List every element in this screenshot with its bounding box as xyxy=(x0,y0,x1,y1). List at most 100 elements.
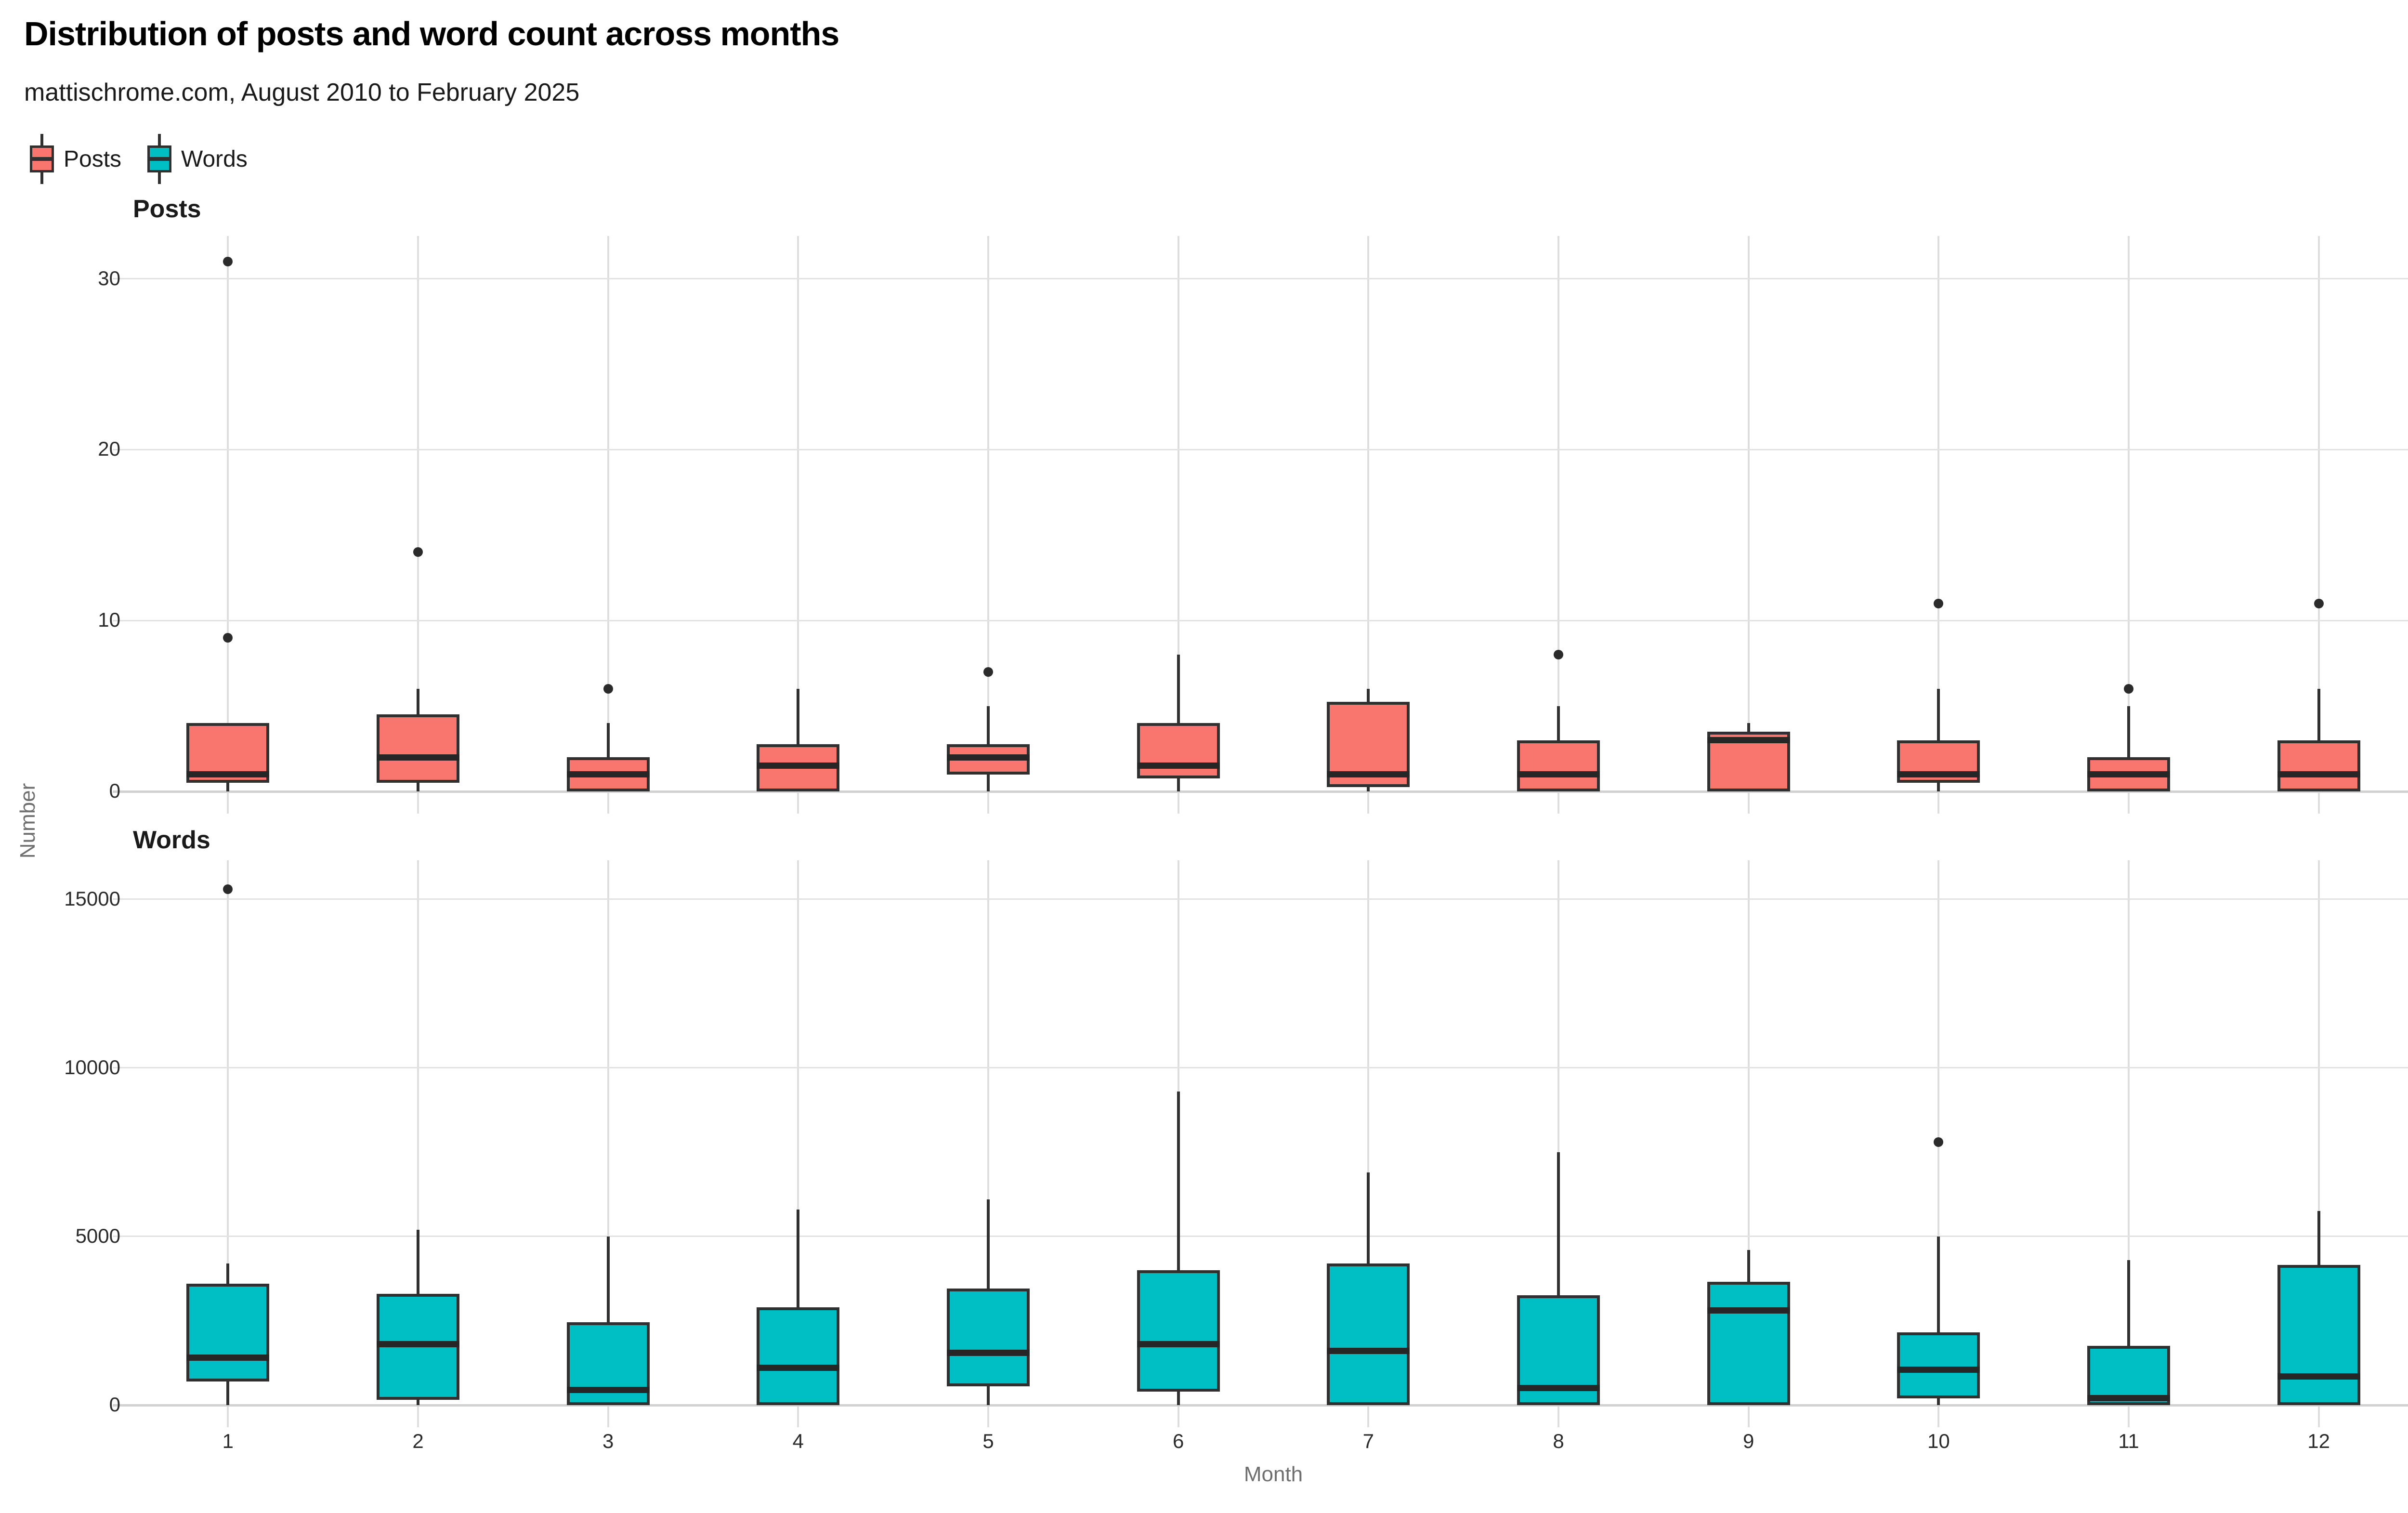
boxplot-words-month-1 xyxy=(186,1283,270,1381)
legend-label: Posts xyxy=(64,146,122,172)
boxplot-posts-month-4-upper-whisker xyxy=(797,689,800,745)
boxplot-posts-month-10-lower-whisker xyxy=(1937,783,1940,791)
x-tick-label: 11 xyxy=(2118,1430,2139,1452)
x-tick-label: 1 xyxy=(222,1430,234,1452)
boxplot-posts-month-10-median xyxy=(1897,771,1980,778)
boxplot-words-month-2-median xyxy=(377,1341,459,1348)
boxplot-posts-month-11-median xyxy=(2087,771,2170,778)
legend-label: Words xyxy=(181,146,248,172)
gridline-v xyxy=(417,236,419,814)
boxplot-words-month-7 xyxy=(1327,1263,1410,1405)
y-tick-label: 0 xyxy=(109,1393,120,1416)
facet-label-words: Words xyxy=(133,826,210,854)
gridline-v xyxy=(987,860,989,1427)
boxplot-posts-month-10-upper-whisker xyxy=(1937,689,1940,740)
boxplot-words-month-6-lower-whisker xyxy=(1177,1391,1180,1405)
y-tick-label: 10 xyxy=(98,608,120,632)
legend-item: Posts xyxy=(30,134,121,184)
boxplot-words-month-1-median xyxy=(186,1355,270,1361)
boxplot-words-month-10-lower-whisker xyxy=(1937,1398,1940,1405)
gridline-v xyxy=(1177,236,1179,814)
boxplot-posts-month-2-median xyxy=(377,754,459,761)
gridline-h xyxy=(113,1236,2408,1237)
boxplot-posts-month-7-upper-whisker xyxy=(1367,689,1370,702)
boxplot-posts-month-1-outlier xyxy=(223,257,233,267)
x-tick-label: 4 xyxy=(792,1430,804,1452)
x-tick-label: 8 xyxy=(1553,1430,1564,1452)
boxplot-words-month-1-upper-whisker xyxy=(226,1263,230,1284)
boxplot-posts-month-2 xyxy=(377,714,459,783)
gridline-v xyxy=(2317,860,2320,1427)
boxplot-posts-month-5-median xyxy=(947,754,1030,761)
x-tick-label: 5 xyxy=(982,1430,994,1452)
boxplot-words-month-9-median xyxy=(1707,1307,1790,1314)
x-tick-label: 10 xyxy=(1927,1430,1950,1452)
boxplot-posts-month-3-upper-whisker xyxy=(606,723,610,758)
panel-words: 0 5000 10000 15000 xyxy=(64,860,2408,1427)
legend-median-line xyxy=(147,157,172,161)
boxplot-posts-month-7-lower-whisker xyxy=(1367,787,1370,791)
boxplot-words-month-4-upper-whisker xyxy=(797,1209,800,1307)
boxplot-posts-month-1-median xyxy=(186,771,270,778)
gridline-v xyxy=(1367,860,1370,1427)
x-tick-label: 3 xyxy=(602,1430,614,1452)
boxplot-posts-month-2-upper-whisker xyxy=(417,689,419,715)
boxplot-words-month-3-upper-whisker xyxy=(606,1236,610,1323)
boxplot-words-month-12-median xyxy=(2277,1373,2360,1380)
boxplot-posts-month-5-lower-whisker xyxy=(987,774,990,791)
y-axis-title: Number xyxy=(16,783,39,859)
boxplot-words-month-6 xyxy=(1137,1270,1220,1392)
boxplot-words-month-5-lower-whisker xyxy=(987,1386,990,1405)
y-tick-label: 0 xyxy=(109,779,120,802)
boxplot-words-month-5-median xyxy=(947,1349,1030,1356)
boxplot-posts-month-11-upper-whisker xyxy=(2127,706,2130,758)
x-tick-label: 2 xyxy=(412,1430,424,1452)
page-subtitle: mattischrome.com, August 2010 to Februar… xyxy=(24,79,580,106)
boxplot-words-month-5 xyxy=(947,1289,1030,1387)
boxplot-words-month-4-median xyxy=(757,1365,840,1371)
boxplot-words-month-8-median xyxy=(1517,1385,1600,1392)
gridline-v xyxy=(607,860,609,1427)
boxplot-posts-month-5-outlier xyxy=(983,667,993,677)
boxplot-posts-month-12-outlier xyxy=(2314,598,2324,608)
y-tick-label: 20 xyxy=(98,437,120,460)
boxplot-posts-month-6-median xyxy=(1137,763,1220,769)
gridline-v xyxy=(797,236,799,814)
boxplot-words-month-9-upper-whisker xyxy=(1747,1250,1750,1282)
gridline-h xyxy=(113,448,2408,450)
x-axis-title: Month xyxy=(1243,1462,1303,1486)
boxplot-posts-month-2-outlier xyxy=(413,547,423,557)
gridline-v xyxy=(1937,236,1940,814)
gridline-v xyxy=(2128,236,2130,814)
gridline-v xyxy=(797,860,799,1427)
boxplot-words-month-12 xyxy=(2277,1265,2360,1405)
boxplot-words-month-6-median xyxy=(1137,1341,1220,1348)
gridline-h xyxy=(113,898,2408,900)
gridline-v xyxy=(2317,236,2320,814)
legend-median-line xyxy=(30,157,54,161)
boxplot-posts-month-10-outlier xyxy=(1934,598,1944,608)
x-tick-label: 9 xyxy=(1742,1430,1754,1452)
gridline-h xyxy=(113,1067,2408,1069)
facet-label-posts: Posts xyxy=(133,195,201,223)
boxplot-words-month-8-upper-whisker xyxy=(1557,1152,1560,1296)
gridline-v xyxy=(1557,860,1559,1427)
boxplot-words-month-3-median xyxy=(566,1386,650,1393)
boxplot-posts-month-12-median xyxy=(2277,771,2360,778)
gridline-v xyxy=(607,236,609,814)
boxplot-words-month-10-median xyxy=(1897,1366,1980,1373)
boxplot-posts-month-2-lower-whisker xyxy=(417,783,419,791)
boxplot-posts-month-8-outlier xyxy=(1554,650,1563,660)
boxplot-words-month-7-upper-whisker xyxy=(1367,1172,1370,1263)
y-tick-label: 15000 xyxy=(64,887,120,910)
boxplot-posts-month-8-median xyxy=(1517,771,1600,778)
x-tick-label: 7 xyxy=(1362,1430,1374,1452)
gridline-h xyxy=(113,790,2408,793)
boxplot-words-month-9 xyxy=(1707,1282,1790,1405)
boxplot-words-month-4 xyxy=(757,1307,840,1405)
boxplot-posts-month-12-upper-whisker xyxy=(2317,689,2320,740)
boxplot-words-month-10 xyxy=(1897,1332,1980,1398)
boxplot-words-month-2-lower-whisker xyxy=(417,1400,419,1405)
boxplot-posts-month-12 xyxy=(2277,740,2360,791)
boxplot-posts-month-7-median xyxy=(1327,771,1410,778)
